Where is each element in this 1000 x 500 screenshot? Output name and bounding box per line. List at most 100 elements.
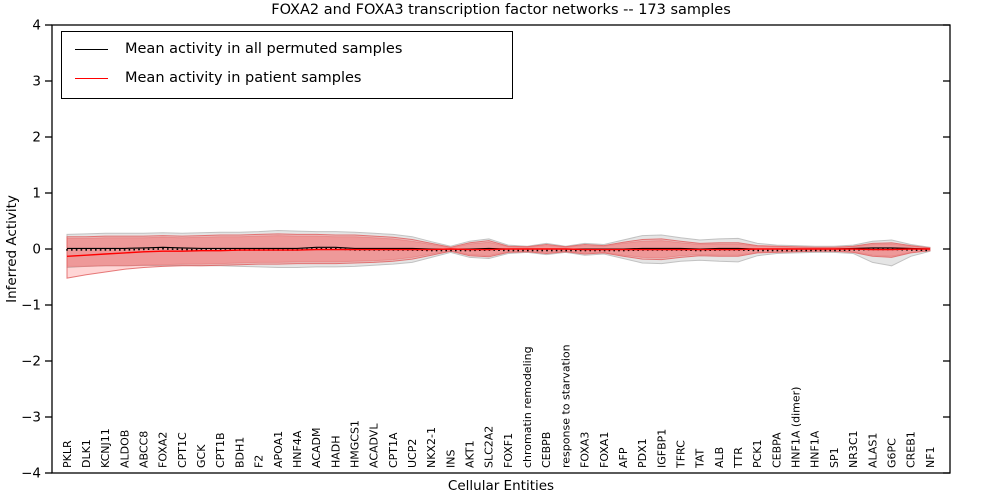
x-tick-label: chromatin remodeling xyxy=(521,346,534,468)
permuted-line-marker xyxy=(594,249,596,252)
permuted-line-marker xyxy=(613,249,615,252)
permuted-line-marker xyxy=(200,249,203,251)
permuted-line-marker xyxy=(541,249,543,252)
permuted-line-marker xyxy=(191,248,193,251)
permuted-line-marker xyxy=(335,248,337,250)
legend-entry-1: Mean activity in patient samples xyxy=(75,69,512,88)
permuted-line-marker xyxy=(699,249,702,252)
permuted-line-marker xyxy=(445,249,447,252)
permuted-line-marker xyxy=(503,249,505,252)
permuted-line-marker xyxy=(853,249,855,251)
x-tick-label: CREB1 xyxy=(905,431,918,468)
x-tick-label: NKX2-1 xyxy=(425,427,438,468)
x-tick-label: KCNJ11 xyxy=(99,428,112,468)
y-tick-label: 2 xyxy=(32,130,41,146)
permuted-line-marker xyxy=(186,248,188,251)
permuted-line-marker xyxy=(560,249,563,252)
permuted-line-marker xyxy=(781,249,783,252)
permuted-line-marker xyxy=(527,249,529,252)
x-tick-label: FOXA3 xyxy=(579,432,592,468)
y-tick-label: −4 xyxy=(21,466,41,482)
x-tick-label: HMGCS1 xyxy=(348,420,361,468)
x-tick-label: CPT1A xyxy=(387,432,400,468)
permuted-line-marker xyxy=(810,249,812,252)
x-tick-label: CPT1C xyxy=(176,432,189,468)
legend-label: Mean activity in all permuted samples xyxy=(125,41,403,57)
permuted-line-marker xyxy=(843,249,846,251)
x-tick-label: PKLR xyxy=(61,440,74,468)
x-tick-label: PCK1 xyxy=(751,439,764,468)
permuted-line-marker xyxy=(138,248,140,251)
permuted-line-marker xyxy=(762,249,764,252)
permuted-line-marker xyxy=(450,249,452,252)
permuted-line-marker xyxy=(330,248,332,250)
permuted-line-marker xyxy=(771,249,774,252)
permuted-line-marker xyxy=(109,249,111,251)
x-tick-label: FOXA2 xyxy=(157,432,170,468)
permuted-line-marker xyxy=(925,249,927,252)
permuted-line-marker xyxy=(431,249,433,252)
permuted-line-marker xyxy=(848,249,851,251)
x-tick-label: PDX1 xyxy=(636,438,649,468)
x-tick-label: response to starvation xyxy=(559,344,572,468)
legend-line-sample xyxy=(75,48,108,50)
legend-line-sample xyxy=(75,77,108,79)
y-tick-label: 0 xyxy=(32,242,41,258)
permuted-line-marker xyxy=(104,249,107,251)
permuted-line-marker xyxy=(776,249,779,252)
x-tick-label: HNF1A (dimer) xyxy=(790,387,803,468)
x-tick-label: ACADVL xyxy=(368,423,381,468)
x-tick-label: AKT1 xyxy=(464,440,477,468)
y-tick-label: −1 xyxy=(21,298,41,314)
permuted-line-marker xyxy=(507,249,510,252)
x-tick-label: DLK1 xyxy=(80,439,93,468)
permuted-line-marker xyxy=(536,249,539,252)
permuted-line-marker xyxy=(608,249,611,252)
permuted-line-marker xyxy=(517,249,519,252)
permuted-line-marker xyxy=(426,249,428,252)
x-tick-label: HADH xyxy=(329,435,342,468)
permuted-line-marker xyxy=(584,249,587,252)
x-axis-label: Cellular Entities xyxy=(447,478,555,494)
legend: Mean activity in all permuted samples Mea… xyxy=(61,31,513,99)
x-tick-label: ALDOB xyxy=(118,430,131,468)
permuted-line-marker xyxy=(911,249,913,251)
permuted-line-marker xyxy=(752,249,755,252)
permuted-line-marker xyxy=(579,249,582,252)
y-tick-label: −3 xyxy=(21,410,41,426)
permuted-line-marker xyxy=(512,249,515,252)
permuted-line-marker xyxy=(95,249,97,251)
permuted-line-marker xyxy=(786,249,788,252)
patient-mean-line xyxy=(66,248,930,257)
x-tick-label: ALB xyxy=(713,447,726,468)
permuted-line-marker xyxy=(767,249,769,252)
permuted-line-marker xyxy=(320,248,323,250)
permuted-line-marker xyxy=(435,249,438,252)
permuted-line-marker xyxy=(800,249,803,252)
permuted-line-marker xyxy=(71,249,73,251)
permuted-line-marker xyxy=(829,249,831,252)
permuted-line-marker xyxy=(315,248,318,250)
permuted-line-marker xyxy=(171,248,174,250)
permuted-line-marker xyxy=(570,249,572,252)
permuted-line-marker xyxy=(791,249,793,252)
permuted-line-marker xyxy=(128,249,131,251)
permuted-line-marker xyxy=(75,249,78,251)
permuted-line-marker xyxy=(531,249,534,252)
x-tick-label: NR3C1 xyxy=(847,430,860,468)
x-tick-label: SP1 xyxy=(828,447,841,468)
permuted-line-marker xyxy=(66,249,68,251)
legend-label: Mean activity in patient samples xyxy=(125,69,362,86)
permuted-line-marker xyxy=(795,249,798,252)
permuted-line-marker xyxy=(546,249,548,252)
legend-entry-0: Mean activity in all permuted samples xyxy=(75,40,512,59)
x-tick-label: APOA1 xyxy=(272,431,285,468)
permuted-line-marker xyxy=(157,248,159,250)
x-tick-label: INS xyxy=(444,450,457,468)
permuted-line-marker xyxy=(522,249,524,252)
permuted-line-marker xyxy=(440,249,443,252)
x-tick-label: CEBPB xyxy=(540,432,553,468)
x-tick-label: ACADM xyxy=(310,428,323,469)
permuted-line-marker xyxy=(90,249,92,251)
permuted-line-marker xyxy=(114,249,116,251)
